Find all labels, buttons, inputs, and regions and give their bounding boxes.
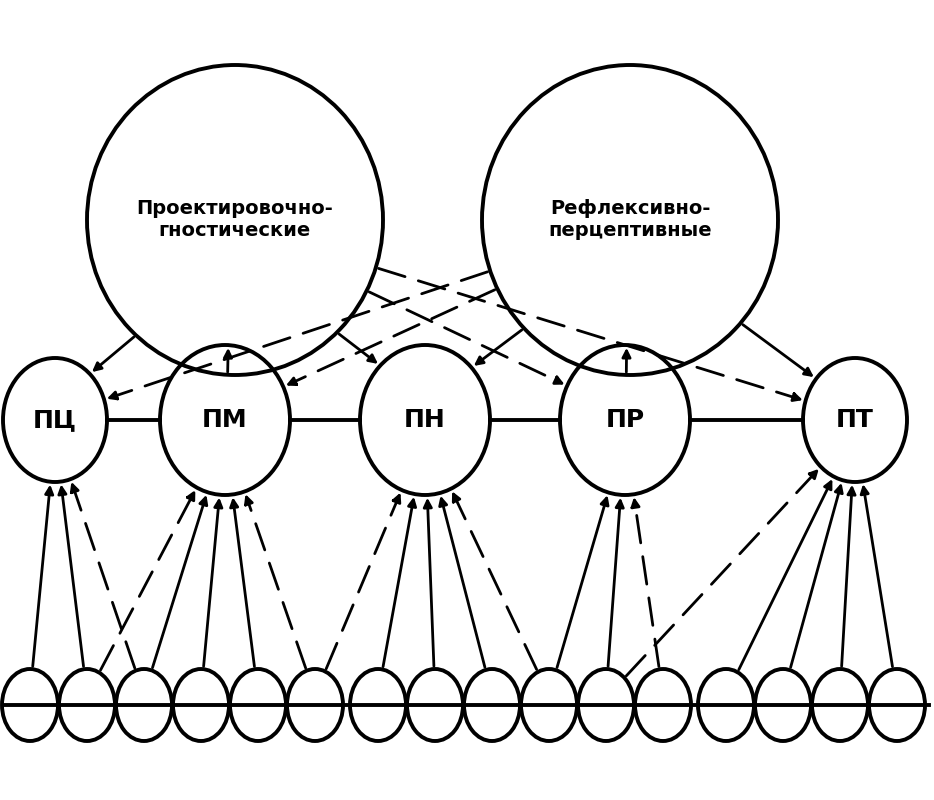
Text: Рефлексивно-
перцептивные: Рефлексивно- перцептивные: [548, 199, 712, 241]
Text: ПТ: ПТ: [836, 408, 874, 432]
Text: ПР: ПР: [605, 408, 644, 432]
Text: ПМ: ПМ: [202, 408, 248, 432]
Text: Проектировочно-
гностические: Проектировочно- гностические: [136, 199, 333, 241]
Text: ПЦ: ПЦ: [33, 408, 77, 432]
Text: ПН: ПН: [404, 408, 446, 432]
